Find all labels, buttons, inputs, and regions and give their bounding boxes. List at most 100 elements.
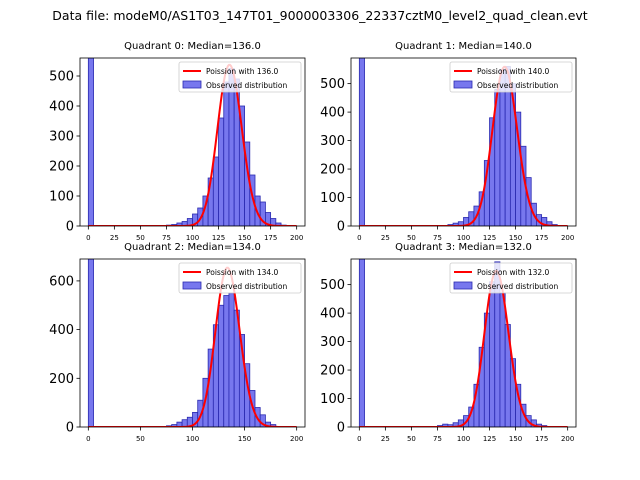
histogram-bar	[87, 58, 94, 226]
quadrant-3-chart: 0 25 50 75 100 125 150 175 200 0 100 200 300 400 500 Qu…	[320, 242, 577, 443]
chart-title: Quadrant 0: Median=136.0	[124, 41, 261, 52]
x-tick-label: 0	[86, 234, 90, 242]
y-tick-label: 400	[49, 323, 74, 338]
y-tick-label: 100	[49, 190, 74, 205]
chart-title: Quadrant 1: Median=140.0	[395, 41, 532, 52]
legend-box	[449, 61, 573, 93]
y-tick-label: 300	[320, 134, 345, 149]
x-tick-label: 50	[407, 234, 416, 242]
legend-box	[449, 262, 573, 294]
legend-bar-swatch	[453, 281, 473, 290]
y-tick-label: 500	[320, 77, 345, 92]
chart-title: Quadrant 2: Median=134.0	[124, 242, 261, 253]
y-tick-label: 600	[49, 274, 74, 289]
x-tick-label: 50	[407, 435, 416, 443]
legend-box	[178, 262, 302, 294]
legend: Poission with 132.0 Observed distribution	[449, 262, 573, 294]
y-tick-label: 500	[320, 278, 345, 293]
x-tick-label: 150	[238, 435, 251, 443]
legend-label-poisson: Poission with 136.0	[206, 67, 279, 76]
y-tick-label: 100	[320, 392, 345, 407]
x-tick-label: 200	[561, 435, 574, 443]
poisson-fit-line	[359, 269, 568, 427]
legend-label-observed: Observed distribution	[477, 81, 558, 90]
y-tick-label: 200	[49, 160, 74, 175]
y-tick-label: 500	[49, 70, 74, 85]
chart-title: Quadrant 3: Median=132.0	[395, 242, 532, 253]
x-tick-label: 150	[509, 435, 522, 443]
histogram-bar	[358, 259, 365, 427]
x-tick-label: 25	[381, 234, 390, 242]
x-tick-label: 75	[433, 234, 442, 242]
x-tick-label: 200	[290, 234, 303, 242]
legend-bar-swatch	[182, 80, 202, 89]
y-tick-label: 400	[49, 100, 74, 115]
x-tick-label: 100	[186, 234, 199, 242]
x-tick-label: 175	[535, 435, 548, 443]
x-tick-label: 150	[238, 234, 251, 242]
legend-label-poisson: Poission with 140.0	[477, 67, 550, 76]
y-tick-label: 100	[320, 191, 345, 206]
histogram-bar	[358, 58, 365, 226]
y-tick-label: 400	[320, 106, 345, 121]
histogram-bar	[212, 156, 219, 226]
y-tick-label: 0	[66, 220, 74, 235]
histogram-bar	[218, 117, 225, 226]
x-tick-label: 75	[433, 435, 442, 443]
legend: Poission with 140.0 Observed distribution	[449, 61, 573, 93]
legend-label-observed: Observed distribution	[477, 282, 558, 291]
x-tick-label: 75	[162, 234, 171, 242]
quadrant-0-chart: 0 25 50 75 100 125 150 175 200 0 100 200 300 400 500 Qu…	[49, 41, 306, 242]
poisson-fit-line	[88, 266, 297, 427]
x-tick-label: 25	[381, 435, 390, 443]
x-tick-label: 50	[136, 435, 145, 443]
y-tick-label: 400	[320, 307, 345, 322]
y-tick-label: 300	[49, 130, 74, 145]
legend: Poission with 136.0 Observed distribution	[178, 61, 302, 93]
x-tick-label: 0	[86, 435, 90, 443]
legend-label-poisson: Poission with 132.0	[477, 268, 550, 277]
x-tick-label: 125	[483, 435, 496, 443]
x-tick-label: 150	[509, 234, 522, 242]
histogram-bar	[270, 218, 277, 226]
poisson-fit-line	[88, 63, 297, 226]
y-tick-label: 200	[320, 364, 345, 379]
histogram-bar	[546, 221, 553, 226]
legend: Poission with 134.0 Observed distribution	[178, 262, 302, 294]
x-tick-label: 100	[457, 234, 470, 242]
y-tick-label: 300	[320, 335, 345, 350]
histogram-bar	[223, 81, 230, 226]
histogram-bar	[228, 292, 235, 427]
figure-title: Data file: modeM0/AS1T03_147T01_90000033…	[52, 8, 588, 23]
legend-bar-swatch	[453, 80, 473, 89]
x-tick-label: 100	[186, 435, 199, 443]
x-tick-label: 25	[110, 234, 119, 242]
histogram-bar	[499, 292, 506, 427]
legend-label-observed: Observed distribution	[206, 81, 287, 90]
x-tick-label: 175	[264, 234, 277, 242]
x-tick-label: 50	[136, 234, 145, 242]
histogram-bar	[489, 281, 496, 427]
y-tick-label: 0	[337, 220, 345, 235]
quadrant-2-chart: 0 50 100 150 200 0 200 400 600 Quadrant 2: Median…	[49, 242, 306, 443]
y-tick-label: 0	[337, 421, 345, 436]
legend-label-poisson: Poission with 134.0	[206, 268, 279, 277]
histogram-bar	[275, 222, 282, 226]
x-tick-label: 200	[561, 234, 574, 242]
quadrant-1-chart: 0 25 50 75 100 125 150 175 200 0 100 200 300 400 500 Qu…	[320, 41, 577, 242]
legend-box	[178, 61, 302, 93]
histogram-bar	[223, 295, 230, 427]
y-tick-label: 200	[320, 163, 345, 178]
x-tick-label: 125	[212, 234, 225, 242]
histogram-bar	[87, 259, 94, 427]
x-tick-label: 0	[357, 435, 361, 443]
histogram-bar	[499, 68, 506, 226]
x-tick-label: 100	[457, 435, 470, 443]
histogram-bar	[218, 304, 225, 427]
y-tick-label: 0	[66, 421, 74, 436]
x-tick-label: 200	[290, 435, 303, 443]
x-tick-label: 175	[535, 234, 548, 242]
legend-bar-swatch	[182, 281, 202, 290]
